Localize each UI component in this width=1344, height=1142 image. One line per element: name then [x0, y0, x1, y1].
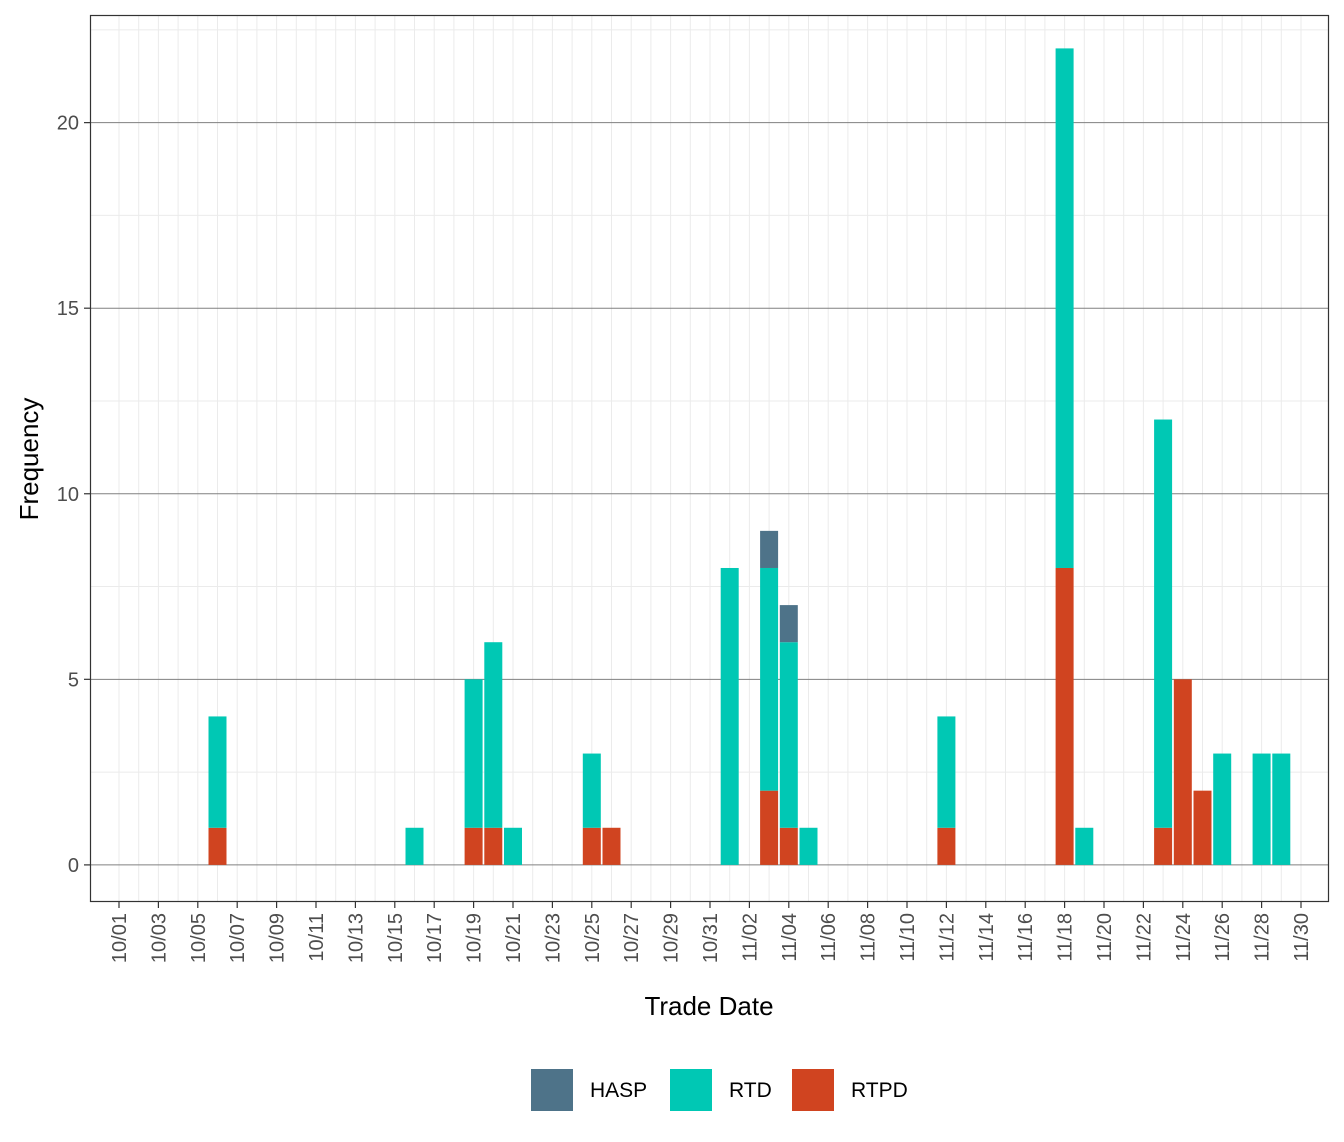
y-axis: 0 5 10 15 20: [57, 113, 90, 877]
x-tick-label: 10/17: [424, 913, 446, 963]
y-tick-label: 15: [57, 298, 79, 320]
bar-rtpd-10-25: [582, 827, 601, 865]
x-tick-label: 10/31: [700, 913, 722, 963]
x-tick-label: 11/20: [1094, 913, 1116, 962]
x-tick-label: 10/11: [306, 913, 328, 962]
bar-rtd-11-04: [779, 642, 798, 828]
legend: HASP RTD RTPD: [531, 1069, 908, 1111]
bar-rtd-11-03: [760, 567, 779, 791]
bar-rtd-11-18: [1055, 48, 1074, 568]
bar-rtpd-11-12: [937, 827, 956, 865]
bar-rtd-11-12: [937, 716, 956, 828]
x-tick-label: 11/02: [739, 913, 761, 962]
bar-rtd-11-28: [1252, 753, 1271, 865]
x-tick-label: 11/22: [1133, 913, 1155, 962]
x-tick-label: 11/28: [1252, 913, 1274, 962]
bar-rtpd-11-18: [1055, 567, 1074, 865]
x-tick-label: 11/18: [1055, 913, 1077, 962]
grid-layer: [90, 15, 1329, 902]
bar-rtd-11-26: [1213, 753, 1232, 865]
bar-rtd-11-19: [1075, 827, 1094, 865]
legend-key-rtd: [670, 1069, 712, 1111]
x-tick-label: 11/10: [897, 913, 919, 962]
bar-rtd-10-20: [484, 642, 503, 828]
x-tick-label: 10/21: [503, 913, 525, 963]
bars-layer: [208, 48, 1291, 865]
x-tick-label: 11/04: [779, 913, 801, 962]
y-axis-title: Frequency: [14, 398, 44, 521]
y-tick-label: 10: [57, 484, 79, 506]
x-tick-label: 10/15: [385, 913, 407, 963]
bar-rtd-10-21: [504, 827, 522, 865]
bar-rtpd-11-24: [1173, 679, 1192, 865]
bar-rtpd-10-19: [464, 827, 483, 865]
y-tick-label: 5: [68, 669, 79, 691]
y-tick-label: 0: [68, 855, 79, 877]
bar-rtpd-11-04: [779, 827, 798, 865]
x-tick-label: 11/30: [1291, 913, 1313, 962]
x-tick-label: 10/07: [227, 913, 249, 963]
bar-hasp-11-04: [779, 605, 798, 643]
x-tick-label: 10/25: [582, 913, 604, 963]
bar-rtpd-11-23: [1154, 827, 1173, 865]
x-tick-label: 11/14: [976, 913, 998, 962]
legend-key-hasp: [531, 1069, 573, 1111]
bar-rtpd-10-26: [602, 827, 621, 865]
x-tick-label: 10/19: [464, 913, 486, 963]
y-tick-label: 20: [57, 113, 79, 135]
legend-label-rtpd: RTPD: [851, 1079, 908, 1102]
x-axis-title: Trade Date: [644, 991, 773, 1021]
bar-rtd-10-25: [582, 753, 601, 828]
x-tick-label: 10/03: [148, 913, 170, 963]
legend-label-rtd: RTD: [729, 1079, 772, 1102]
x-axis: 10/01 10/03 10/05 10/07 10/09 10/11 10/13 10/15…: [109, 902, 1313, 963]
x-tick-label: 11/24: [1173, 913, 1195, 962]
legend-label-hasp: HASP: [590, 1079, 647, 1102]
bar-rtpd-10-20: [484, 827, 503, 865]
x-tick-label: 10/01: [109, 913, 131, 963]
bar-rtd-11-01: [720, 567, 739, 865]
x-tick-label: 10/05: [188, 913, 210, 963]
x-tick-label: 11/08: [858, 913, 880, 962]
legend-key-rtpd: [792, 1069, 834, 1111]
x-tick-label: 11/12: [936, 913, 958, 962]
bar-rtpd-11-25: [1193, 790, 1212, 865]
bar-rtpd-10-06: [208, 827, 227, 865]
x-tick-label: 10/09: [267, 913, 289, 963]
x-tick-label: 10/13: [345, 913, 367, 963]
bar-rtd-10-06: [208, 716, 227, 828]
x-tick-label: 10/29: [661, 913, 683, 963]
x-tick-label: 11/06: [818, 913, 840, 962]
bar-rtd-11-23: [1154, 419, 1173, 828]
x-tick-label: 11/16: [1015, 913, 1037, 962]
bar-rtd-11-29: [1272, 753, 1291, 865]
panel-border: [89, 14, 1330, 903]
x-tick-label: 10/23: [542, 913, 564, 963]
bar-rtd-10-19: [464, 679, 483, 828]
bar-hasp-11-03: [760, 530, 779, 568]
bar-rtpd-11-03: [760, 790, 779, 865]
x-tick-label: 11/26: [1212, 913, 1234, 962]
bar-rtd-10-16: [405, 827, 424, 865]
x-tick-label: 10/27: [621, 913, 643, 963]
bar-rtd-11-05: [799, 827, 818, 865]
